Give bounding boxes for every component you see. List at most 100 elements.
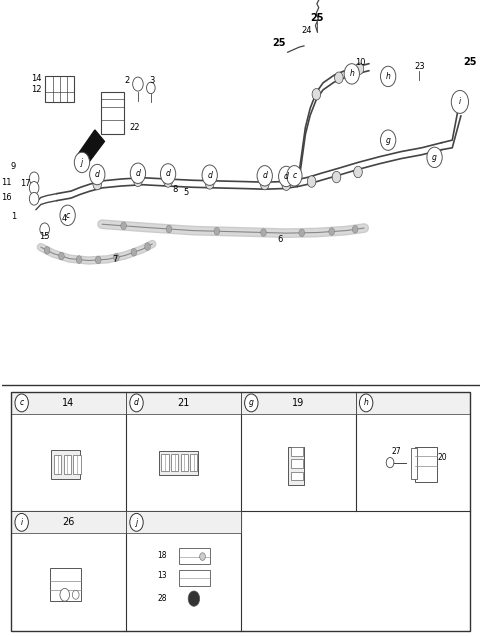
Bar [161, 454, 168, 471]
Circle shape [96, 256, 101, 264]
Text: 15: 15 [39, 233, 50, 241]
Circle shape [29, 192, 39, 205]
FancyBboxPatch shape [179, 570, 210, 586]
Bar [290, 471, 302, 480]
Circle shape [59, 252, 64, 260]
Circle shape [451, 90, 468, 113]
Text: d: d [95, 170, 100, 179]
Circle shape [261, 229, 266, 236]
Text: 20: 20 [438, 453, 447, 462]
Circle shape [427, 147, 442, 168]
Text: d: d [135, 169, 140, 178]
Text: 4: 4 [61, 214, 66, 223]
Circle shape [74, 152, 90, 173]
Text: i: i [21, 518, 23, 527]
Text: 8: 8 [172, 185, 178, 194]
Text: 13: 13 [157, 571, 167, 580]
Circle shape [287, 166, 302, 186]
Circle shape [188, 591, 200, 606]
Text: d: d [166, 169, 170, 178]
Bar [180, 454, 188, 471]
Text: 5: 5 [183, 188, 189, 197]
Text: 17: 17 [20, 179, 31, 188]
Text: 7: 7 [113, 255, 118, 264]
Text: h: h [349, 69, 354, 78]
Circle shape [166, 225, 172, 233]
Circle shape [307, 176, 316, 187]
Bar [11, 511, 126, 534]
Circle shape [76, 256, 82, 264]
Circle shape [40, 223, 49, 236]
Circle shape [355, 63, 364, 75]
Bar [73, 455, 81, 474]
Text: c: c [292, 171, 297, 180]
Circle shape [130, 394, 143, 412]
Text: 3: 3 [150, 76, 155, 85]
Bar [171, 454, 178, 471]
Circle shape [133, 175, 142, 187]
Text: 25: 25 [464, 57, 477, 67]
FancyBboxPatch shape [415, 447, 437, 482]
Text: g: g [249, 398, 254, 408]
Text: d: d [284, 172, 288, 181]
Text: 24: 24 [301, 26, 312, 35]
Text: i: i [459, 97, 461, 106]
Circle shape [200, 553, 205, 561]
Text: 25: 25 [272, 38, 286, 48]
Circle shape [360, 394, 373, 412]
Circle shape [93, 178, 102, 190]
Circle shape [381, 66, 396, 87]
Circle shape [29, 182, 39, 194]
Text: d: d [207, 171, 212, 180]
Text: 19: 19 [292, 398, 304, 408]
Circle shape [60, 589, 70, 601]
Circle shape [344, 64, 360, 84]
Text: 16: 16 [1, 193, 12, 202]
Text: 14: 14 [31, 74, 42, 83]
Text: d: d [134, 398, 139, 408]
Bar [51, 450, 80, 478]
Circle shape [132, 77, 143, 91]
Text: 2: 2 [124, 76, 130, 85]
Circle shape [164, 176, 172, 187]
Text: j: j [135, 518, 138, 527]
Text: c: c [20, 398, 24, 408]
Circle shape [29, 172, 39, 185]
Circle shape [144, 243, 150, 250]
Circle shape [352, 225, 358, 233]
Circle shape [312, 89, 321, 100]
Circle shape [130, 513, 143, 531]
Text: 25: 25 [311, 13, 324, 23]
Circle shape [60, 205, 75, 225]
Circle shape [282, 179, 290, 190]
Text: 12: 12 [31, 85, 42, 94]
FancyBboxPatch shape [101, 92, 124, 134]
Text: 28: 28 [157, 594, 167, 603]
Circle shape [15, 513, 28, 531]
Circle shape [381, 130, 396, 150]
Circle shape [329, 228, 335, 236]
Circle shape [160, 164, 176, 184]
Bar [126, 392, 241, 414]
Text: g: g [386, 136, 391, 145]
Text: c: c [65, 211, 70, 220]
Bar [290, 447, 302, 456]
Text: 22: 22 [130, 123, 140, 132]
Circle shape [15, 394, 28, 412]
Bar [158, 451, 198, 475]
Circle shape [332, 171, 341, 183]
Circle shape [278, 166, 294, 187]
Circle shape [205, 178, 214, 189]
Bar [64, 455, 71, 474]
Text: 1: 1 [12, 212, 17, 221]
Bar [11, 392, 126, 414]
Bar [410, 448, 417, 478]
Circle shape [202, 165, 217, 185]
Bar [290, 459, 302, 468]
Bar [288, 447, 304, 485]
Text: 9: 9 [11, 162, 16, 171]
Text: 27: 27 [392, 447, 401, 455]
Circle shape [261, 178, 269, 190]
Bar [241, 392, 356, 414]
Circle shape [114, 254, 120, 261]
